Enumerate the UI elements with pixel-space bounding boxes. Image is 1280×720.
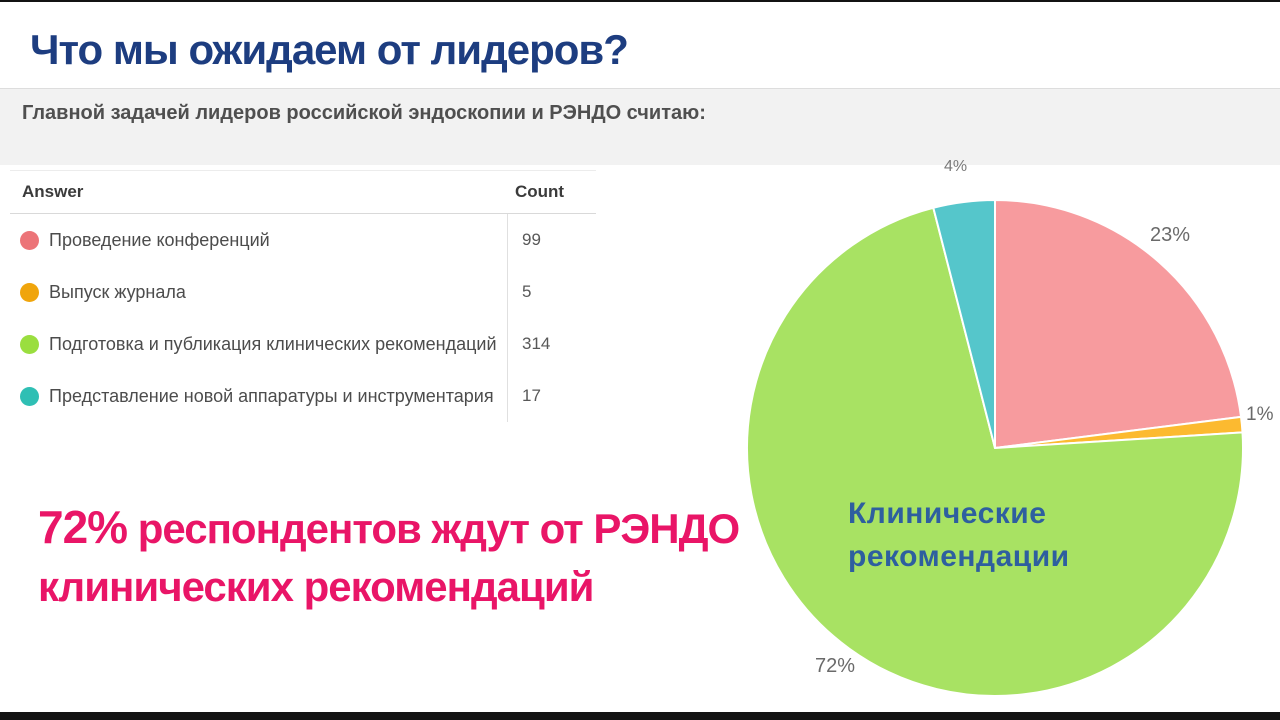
table-row: Подготовка и публикация клинических реко… [10, 318, 596, 370]
legend-dot-orange [20, 282, 39, 302]
pie-chart-svg [746, 198, 1244, 697]
pie-slice-3 [932, 198, 996, 449]
legend-dot-green [20, 334, 39, 354]
answer-label: Проведение конференций [49, 229, 270, 250]
answer-label: Представление новой аппаратуры и инструм… [49, 385, 494, 406]
answer-count: 5 [507, 266, 596, 318]
pie-slice-annotation: Клинические рекомендации [848, 497, 1070, 573]
pie-label-equipment: 4% [944, 158, 968, 175]
survey-question-panel: Главной задачей лидеров российской эндос… [0, 88, 1280, 165]
pie-label-journal: 1% [1246, 404, 1274, 425]
top-border [0, 0, 1280, 2]
legend-dot-teal [20, 386, 39, 406]
pie-label-conferences: 23% [1150, 224, 1191, 246]
answer-column-header: Answer [22, 182, 84, 201]
legend-dot-red [20, 230, 39, 250]
answer-count: 99 [507, 214, 596, 266]
answer-label: Подготовка и публикация клинических реко… [49, 333, 497, 354]
table-row: Выпуск журнала 5 [10, 266, 596, 318]
table-row: Представление новой аппаратуры и инструм… [10, 370, 596, 422]
page-title: Что мы ожидаем от лидеров? [30, 26, 629, 73]
answer-label: Выпуск журнала [49, 281, 186, 302]
answer-count: 17 [507, 370, 596, 422]
key-finding-percentage: 72% [38, 501, 128, 553]
table-header-row: Answer Count [10, 170, 596, 214]
answer-table: Answer Count Проведение конференций 99 В… [10, 170, 596, 422]
pie-chart [743, 196, 1247, 700]
answer-count: 314 [507, 318, 596, 370]
bottom-border [0, 712, 1280, 720]
table-row: Проведение конференций 99 [10, 214, 596, 266]
count-column-header: Count [515, 182, 565, 201]
pie-slice-2 [746, 206, 1244, 697]
key-finding-text: 72% респондентов ждут от РЭНДО клиническ… [38, 501, 740, 610]
survey-question: Главной задачей лидеров российской эндос… [22, 102, 706, 124]
pie-label-recommendations: 72% [815, 655, 856, 677]
pie-slice-0 [994, 198, 1243, 450]
